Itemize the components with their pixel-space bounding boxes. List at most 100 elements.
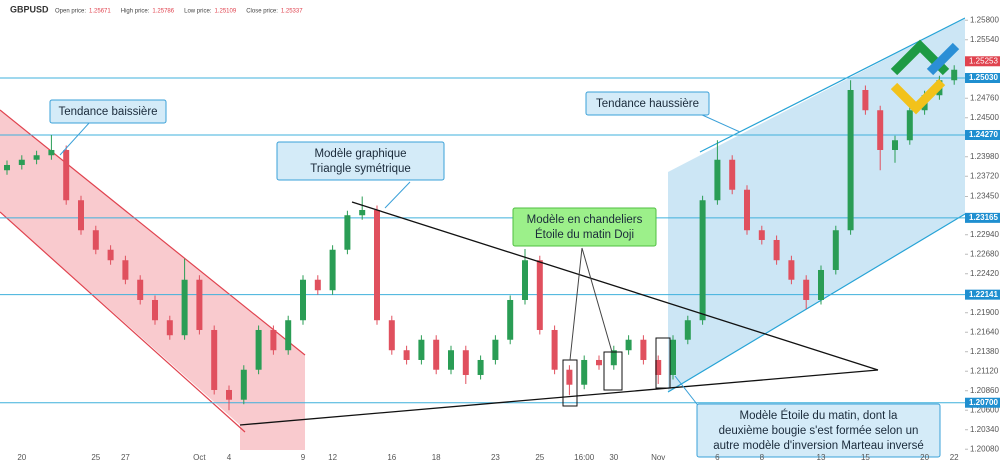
candle-body: [477, 359, 484, 375]
level-label: 1.24270: [969, 130, 998, 139]
candle-body: [226, 389, 232, 400]
candle-body: [285, 320, 292, 351]
annotation-text: Modèle en chandeliers: [527, 214, 643, 226]
x-tick-label: 20: [17, 453, 26, 462]
candle-body: [300, 279, 306, 321]
candle-body: [388, 320, 395, 351]
quote-value: 1.25337: [281, 9, 303, 15]
x-tick-label: 27: [121, 453, 130, 462]
candle-body: [684, 320, 691, 340]
candle-body: [255, 329, 262, 370]
candle-body: [522, 260, 528, 300]
candle-body: [670, 339, 676, 375]
candle-body: [48, 149, 55, 156]
candle-body: [314, 279, 321, 291]
candle-body: [625, 339, 632, 351]
candle-body: [655, 359, 662, 375]
level-tag: [965, 72, 1000, 83]
x-tick-label: 4: [227, 453, 232, 462]
candle-body: [729, 159, 736, 190]
x-tick-label: Oct: [193, 453, 206, 462]
candle-body: [581, 359, 588, 385]
candle-body: [758, 230, 765, 240]
candle-body: [818, 269, 824, 300]
annotation-text: deuxième bougie s'est formée selon un: [719, 425, 919, 437]
quote-label: High price:: [121, 9, 150, 15]
candle-body: [166, 320, 173, 336]
level-label: 1.20700: [969, 398, 998, 407]
pattern-box: [655, 337, 671, 389]
x-tick-label: 15: [861, 453, 870, 462]
candle-body: [63, 149, 70, 201]
candle-body: [640, 339, 647, 360]
candle-body: [196, 279, 203, 330]
candle-body: [862, 89, 869, 111]
annotation-text: Triangle symétrique: [310, 163, 411, 175]
triangle-line: [239, 369, 879, 426]
x-tick-label: 8: [760, 453, 765, 462]
quote-label: Low price:: [184, 9, 212, 15]
quote-value: 1.25786: [152, 9, 174, 15]
candle-body: [4, 164, 10, 171]
candle-body: [122, 260, 129, 280]
bullish-channel: [668, 18, 965, 392]
candle-body: [847, 89, 854, 231]
channel-line: [699, 17, 966, 153]
annotation-box: [276, 141, 445, 181]
candle-body: [492, 339, 499, 360]
x-tick-label: 6: [715, 453, 720, 462]
candle-body: [329, 249, 336, 291]
candle-body: [714, 159, 721, 201]
y-tick-label: 1.23980: [970, 152, 999, 161]
logo: [890, 39, 960, 115]
level-label: 1.23165: [969, 213, 998, 222]
candle-body: [18, 159, 25, 165]
annotation-text: Modèle Étoile du matin, dont la: [740, 409, 899, 422]
level-tag: [965, 212, 1000, 223]
annotation-text: Étoile du matin Doji: [535, 228, 634, 241]
y-tick-label: 1.23450: [970, 192, 999, 201]
quote-label: Close price:: [246, 9, 278, 15]
channel-line: [667, 213, 966, 393]
candle-body: [699, 200, 706, 321]
annotation-text: Modèle graphique: [314, 148, 406, 160]
candle-body: [951, 69, 958, 81]
candle-body: [270, 329, 277, 351]
level-tag: [965, 129, 1000, 140]
candle-body: [877, 110, 884, 150]
y-tick-label: 1.20080: [970, 444, 999, 453]
y-tick-label: 1.21380: [970, 347, 999, 356]
quote-label: Open price:: [55, 9, 86, 15]
annotation-box: [585, 91, 710, 116]
y-tick-label: 1.22940: [970, 230, 999, 239]
x-tick-label: 16:00: [574, 453, 595, 462]
y-tick-label: 1.20340: [970, 425, 999, 434]
y-tick-label: 1.20600: [970, 405, 999, 414]
candle-body: [610, 350, 617, 366]
candle-body: [507, 299, 514, 340]
candle-body: [536, 260, 543, 330]
level-tag: [965, 289, 1000, 300]
current-price-tag: [965, 56, 1000, 67]
x-tick-label: 13: [817, 453, 826, 462]
x-tick-label: 16: [387, 453, 396, 462]
y-tick-label: 1.22420: [970, 269, 999, 278]
x-tick-label: 20: [920, 453, 929, 462]
candle-body: [462, 350, 469, 375]
candle-body: [832, 230, 839, 270]
annotation-box: [512, 207, 657, 247]
annotation-text: autre modèle d'inversion Marteau inversé: [713, 440, 924, 452]
x-tick-label: 30: [609, 453, 618, 462]
symbol: GBPUSD: [10, 4, 49, 14]
y-tick-label: 1.23720: [970, 171, 999, 180]
candle-body: [181, 279, 188, 336]
x-tick-label: 9: [301, 453, 306, 462]
candle-body: [788, 260, 795, 280]
y-tick-label: 1.24500: [970, 113, 999, 122]
y-tick-label: 1.21640: [970, 327, 999, 336]
x-tick-label: 23: [491, 453, 500, 462]
candle-body: [403, 350, 410, 360]
annotation-text: Tendance haussière: [596, 98, 699, 110]
pointer: [699, 113, 741, 133]
